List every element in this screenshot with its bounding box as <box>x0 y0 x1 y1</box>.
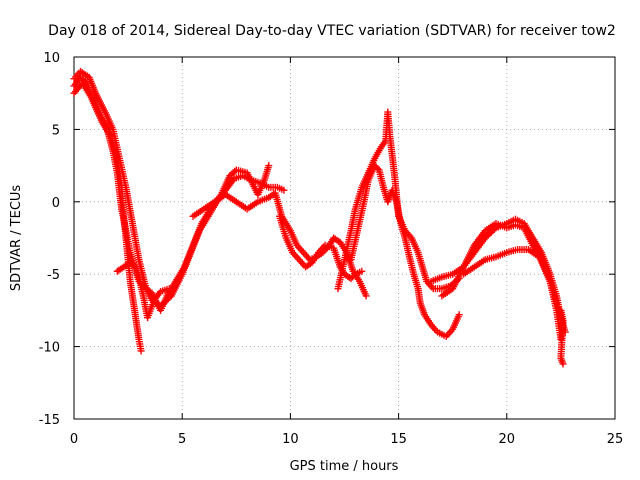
y-tick-label: 0 <box>52 196 60 211</box>
y-tick-label: -15 <box>39 413 60 428</box>
series-track-8 <box>347 162 463 340</box>
x-tick-label: 10 <box>282 432 299 447</box>
series-track-4 <box>113 259 173 322</box>
data-point <box>559 360 567 368</box>
data-point <box>362 292 370 300</box>
data-point <box>374 164 382 172</box>
y-tick-labels: -15 -10 -5 0 5 10 <box>39 51 60 428</box>
y-tick-label: -5 <box>47 268 60 283</box>
y-axis-label: SDTVAR / TECUs <box>9 185 24 292</box>
x-tick-label: 15 <box>390 432 407 447</box>
data-point <box>131 263 139 271</box>
data-point <box>455 311 463 319</box>
x-tick-label: 5 <box>178 432 186 447</box>
data-point <box>265 162 273 170</box>
chart-title: Day 018 of 2014, Sidereal Day-to-day VTE… <box>48 23 616 39</box>
data-point <box>350 272 358 280</box>
data-point <box>553 299 561 307</box>
x-tick-label: 0 <box>70 432 78 447</box>
data-point <box>165 285 173 293</box>
series-track-2 <box>70 73 273 314</box>
data-points <box>70 67 569 368</box>
grid <box>74 57 615 419</box>
plot-frame <box>73 56 616 420</box>
x-tick-label: 25 <box>607 432 624 447</box>
y-tick-label: -10 <box>39 341 60 356</box>
series-track-12 <box>557 306 567 368</box>
data-point <box>280 186 288 194</box>
data-point <box>137 347 145 355</box>
x-axis-label: GPS time / hours <box>290 459 399 474</box>
series-track-3 <box>70 79 145 355</box>
y-tick-label: 10 <box>43 51 60 66</box>
x-tick-label: 20 <box>499 432 516 447</box>
data-point <box>358 267 366 275</box>
y-tick-label: 5 <box>52 123 60 138</box>
series-track-11 <box>460 246 561 307</box>
data-point <box>557 335 565 343</box>
x-tick-labels: 0 5 10 15 20 25 <box>70 432 623 447</box>
data-point <box>231 167 239 175</box>
axis-ticks <box>73 56 616 420</box>
series-track-6 <box>276 212 366 283</box>
